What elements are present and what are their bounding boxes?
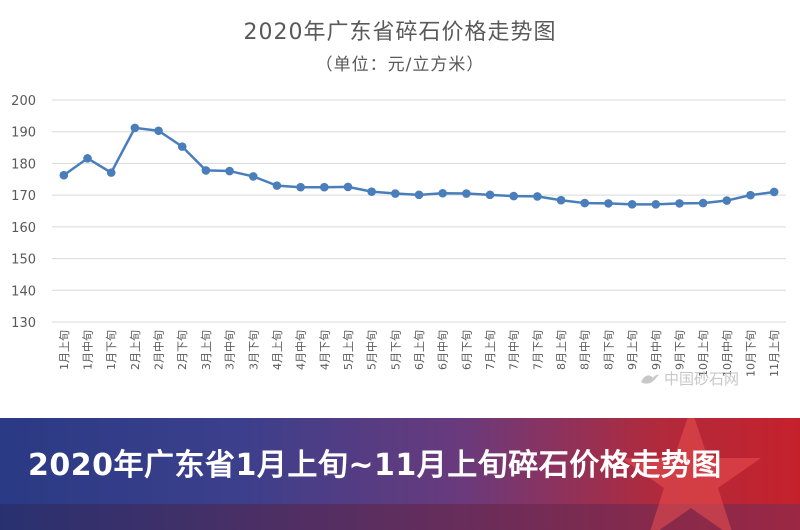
chart-title: 2020年广东省碎石价格走势图: [243, 20, 557, 45]
y-tick-label: 150: [11, 253, 36, 268]
watermark: 中国砂石网: [640, 368, 739, 389]
x-tick-label: 4月上旬: [271, 330, 284, 370]
x-tick-label: 2月中旬: [153, 330, 166, 370]
x-tick-label: 7月下旬: [531, 330, 544, 370]
x-tick-label: 3月下旬: [247, 330, 260, 370]
data-point: [509, 191, 519, 201]
data-point: [59, 170, 69, 180]
y-tick-label: 160: [11, 221, 36, 236]
x-tick-label: 4月下旬: [318, 330, 331, 370]
x-tick-label: 9月上旬: [626, 330, 639, 370]
bird-logo-icon: [641, 374, 659, 384]
data-point: [201, 166, 211, 175]
data-point: [154, 126, 163, 136]
star-decoration-icon: [621, 418, 761, 530]
data-point: [106, 168, 116, 177]
data-point: [343, 182, 353, 192]
x-tick-label: 2月上旬: [129, 330, 142, 370]
data-point: [414, 190, 424, 200]
chart-subtitle: （单位：元/立方米）: [315, 55, 485, 75]
x-tick-label: 1月上旬: [58, 330, 71, 370]
x-tick-label: 3月中旬: [224, 330, 237, 370]
x-tick-label: 1月下旬: [105, 330, 118, 370]
data-point: [272, 181, 282, 190]
data-point: [746, 190, 755, 200]
data-point: [627, 200, 637, 209]
data-point: [485, 190, 495, 200]
x-tick-label: 8月下旬: [602, 330, 615, 370]
data-point: [130, 123, 140, 133]
y-tick-label: 190: [11, 126, 36, 141]
line-chart: 130 140 150 160 170 180 190 200 1月上旬 1月中旬 1月下旬 2月上旬…: [11, 94, 786, 377]
x-tick-label: 2月下旬: [176, 330, 189, 370]
data-point: [225, 166, 234, 176]
data-point: [769, 187, 779, 197]
x-tick-label: 7月中旬: [508, 330, 521, 370]
data-point: [367, 187, 376, 196]
x-tick-label: 6月下旬: [460, 330, 473, 370]
x-tick-label: 9月中旬: [650, 330, 663, 370]
data-point: [177, 142, 187, 151]
y-tick-label: 180: [11, 157, 36, 172]
x-tick-label: 8月中旬: [579, 330, 592, 370]
x-tick-label: 6月中旬: [437, 330, 450, 370]
x-tick-label: 7月上旬: [484, 330, 497, 370]
y-tick-label: 170: [11, 189, 36, 204]
x-tick-label: 5月上旬: [342, 330, 355, 370]
x-tick-label: 1月中旬: [82, 330, 95, 370]
data-point: [319, 182, 329, 192]
x-tick-label: 5月中旬: [366, 330, 379, 370]
x-tick-label: 9月下旬: [673, 330, 686, 370]
data-point: [651, 200, 661, 209]
data-point: [248, 172, 258, 181]
data-point: [675, 199, 684, 208]
data-point: [438, 188, 447, 198]
watermark-text: 中国砂石网: [664, 370, 740, 388]
chart-area: 2020年广东省碎石价格走势图 （单位：元/立方米） 130 140 150 160 1…: [11, 20, 786, 389]
x-tick-label: 5月下旬: [389, 330, 402, 370]
caption-banner: 2020年广东省1月上旬~11月上旬碎石价格走势图: [0, 418, 800, 530]
data-point: [556, 195, 566, 205]
x-tick-label: 4月中旬: [295, 330, 308, 370]
y-tick-label: 200: [11, 94, 36, 109]
data-point: [698, 198, 708, 208]
x-tick-label: 3月上旬: [200, 330, 213, 370]
data-point: [533, 192, 542, 201]
y-tick-label: 140: [11, 284, 36, 299]
data-point: [722, 196, 732, 205]
banner-caption: 2020年广东省1月上旬~11月上旬碎石价格走势图: [28, 448, 722, 483]
data-point: [391, 189, 400, 198]
data-point: [580, 198, 590, 208]
data-point: [604, 199, 613, 208]
data-point: [83, 154, 92, 163]
x-tick-label: 10月上旬: [697, 330, 710, 377]
x-tick-label: 10月中旬: [721, 330, 734, 377]
x-tick-label: 6月上旬: [413, 330, 426, 370]
y-tick-label: 130: [11, 316, 36, 331]
data-point: [296, 182, 305, 192]
x-tick-label: 8月上旬: [555, 330, 568, 370]
x-tick-label: 10月下旬: [744, 330, 757, 377]
x-tick-label: 11月上旬: [768, 330, 781, 377]
data-point: [462, 189, 471, 198]
